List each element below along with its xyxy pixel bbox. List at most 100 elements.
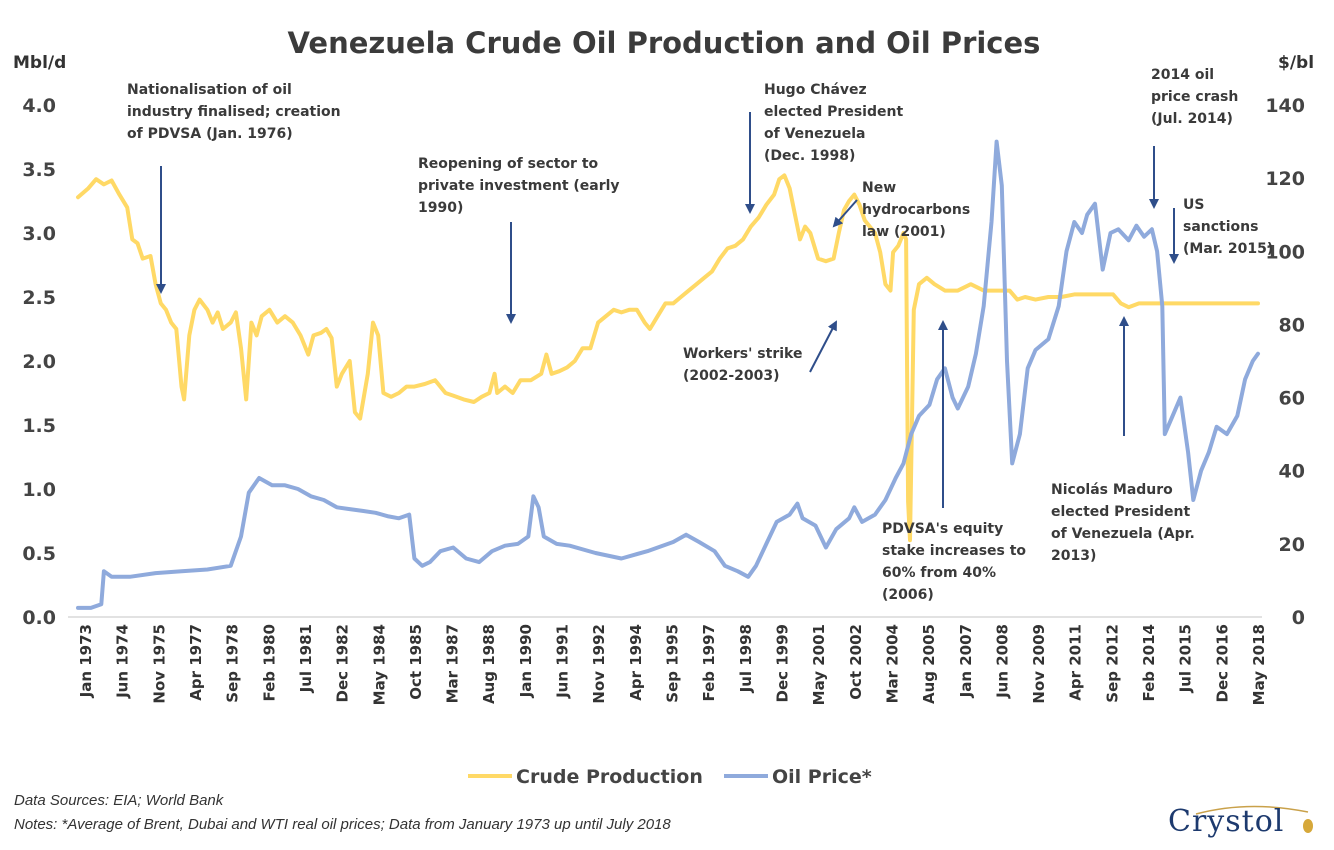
annotation-maduro: Nicolás Maduro elected President of Venezu…: [1051, 482, 1195, 564]
annotation-line: of PDVSA (Jan. 1976): [127, 126, 293, 142]
crude-production-line: [76, 173, 1260, 543]
y-right-tick-label: 120: [1265, 168, 1305, 190]
x-tick-label: Jul 1981: [297, 624, 315, 693]
y-left-tick-label: 2.0: [22, 351, 56, 373]
annotation-line: of Venezuela (Apr.: [1051, 526, 1195, 542]
x-tick-label: Nov 1992: [590, 624, 608, 704]
annotation-line: law (2001): [862, 224, 946, 240]
y-right-tick-label: 80: [1279, 314, 1305, 336]
logo-wordmark: Crystol: [1168, 804, 1285, 839]
legend-label: Oil Price*: [772, 766, 872, 788]
x-tick-label: Apr 2011: [1067, 624, 1085, 701]
annotation-chavez: Hugo Chávez elected President of Venezuela…: [764, 82, 903, 164]
x-tick-label: May 2018: [1250, 624, 1268, 705]
y-left-tick-label: 1.0: [22, 479, 56, 501]
annotation-line: PDVSA's equity: [882, 521, 1003, 537]
y-left-tick-label: 2.5: [22, 287, 56, 309]
y-right-ticks: 0 20 40 60 80 100 120 140: [1265, 95, 1305, 629]
x-tick-label: May 1984: [370, 624, 388, 705]
chart-title: Venezuela Crude Oil Production and Oil P…: [288, 26, 1041, 60]
x-tick-label: Jul 2015: [1177, 624, 1195, 693]
x-axis-ticks: Jan 1973 Jun 1974 Nov 1975 Apr 1977 Sep 1978…: [77, 624, 1268, 705]
annotation-line: US: [1183, 197, 1204, 213]
y-left-unit: Mbl/d: [13, 53, 66, 73]
x-tick-label: Jul 1998: [737, 624, 755, 693]
annotation-line: (2006): [882, 587, 934, 603]
annotation-strike: Workers' strike (2002-2003): [683, 346, 802, 384]
crystol-logo-icon: [1195, 805, 1313, 833]
x-tick-label: Jan 1973: [77, 624, 95, 698]
annotation-line: of Venezuela: [764, 126, 865, 142]
annotation-line: (Dec. 1998): [764, 148, 855, 164]
series-layer: [76, 139, 1260, 610]
annotation-line: 60% from 40%: [882, 565, 996, 581]
annotation-line: Hugo Chávez: [764, 82, 867, 98]
annotation-line: Nicolás Maduro: [1051, 482, 1173, 498]
annotation-arrow: [832, 199, 858, 228]
x-tick-label: Oct 2002: [847, 624, 865, 700]
x-tick-label: Apr 1977: [187, 624, 205, 701]
y-left-tick-label: 0.5: [22, 543, 56, 565]
annotation-line: (Mar. 2015): [1183, 241, 1273, 257]
annotation-line: private investment (early: [418, 178, 620, 194]
annotation-line: 2014 oil: [1151, 67, 1214, 83]
annotation-hydrocarbons: New hydrocarbons law (2001): [862, 180, 970, 240]
y-right-tick-label: 40: [1279, 461, 1305, 483]
y-right-unit: $/bl: [1278, 53, 1314, 73]
annotation-line: (2002-2003): [683, 368, 780, 384]
annotation-line: price crash: [1151, 89, 1238, 105]
y-right-tick-label: 100: [1265, 241, 1305, 263]
annotation-line: New: [862, 180, 896, 196]
annotation-pdvsa_stake: PDVSA's equity stake increases to 60% from…: [882, 521, 1026, 603]
x-tick-label: Oct 1985: [407, 624, 425, 700]
x-tick-label: Aug 2005: [920, 624, 938, 704]
x-tick-label: Mar 1987: [444, 624, 462, 703]
annotation-line: stake increases to: [882, 543, 1026, 559]
x-tick-label: Feb 2014: [1140, 624, 1158, 702]
annotation-line: industry finalised; creation: [127, 104, 341, 120]
y-left-tick-label: 4.0: [22, 95, 56, 117]
y-left-ticks: 0.0 0.5 1.0 1.5 2.0 2.5 3.0 3.5 4.0: [22, 95, 56, 629]
x-tick-label: Sep 2012: [1103, 624, 1121, 703]
y-right-tick-label: 140: [1265, 95, 1305, 117]
annotation-sanctions: US sanctions (Mar. 2015): [1183, 197, 1273, 257]
crystol-logo: Crystol: [1168, 802, 1318, 842]
annotation-line: elected President: [1051, 504, 1190, 520]
annotation-nationalisation: Nationalisation of oil industry finalised…: [127, 82, 341, 142]
x-tick-label: Jan 1990: [517, 624, 535, 698]
x-tick-label: Sep 1995: [664, 624, 682, 703]
x-tick-label: Sep 1978: [224, 624, 242, 703]
x-tick-label: Feb 1997: [700, 624, 718, 702]
annotation-line: 2013): [1051, 548, 1096, 564]
annotation-line: elected President: [764, 104, 903, 120]
annotation-reopening: Reopening of sector to private investment…: [418, 156, 620, 216]
x-tick-label: Nov 2009: [1030, 624, 1048, 704]
y-left-tick-label: 1.5: [22, 415, 56, 437]
x-tick-label: May 2001: [810, 624, 828, 705]
annotation-crash: 2014 oil price crash (Jul. 2014): [1151, 67, 1238, 127]
x-tick-label: Feb 1980: [260, 624, 278, 702]
x-tick-label: Jun 1991: [554, 624, 572, 699]
x-tick-label: Aug 1988: [480, 624, 498, 704]
x-tick-label: Dec 2016: [1213, 624, 1231, 703]
x-tick-label: Nov 1975: [150, 624, 168, 704]
y-left-tick-label: 3.5: [22, 159, 56, 181]
annotation-line: Workers' strike: [683, 346, 802, 362]
legend-label: Crude Production: [516, 766, 703, 788]
annotation-line: 1990): [418, 200, 463, 216]
legend: Crude Production Oil Price*: [468, 766, 872, 788]
y-right-tick-label: 0: [1292, 607, 1305, 629]
annotation-line: hydrocarbons: [862, 202, 970, 218]
annotation-line: Nationalisation of oil: [127, 82, 292, 98]
y-left-tick-label: 0.0: [22, 607, 56, 629]
annotation-line: sanctions: [1183, 219, 1258, 235]
x-tick-label: Jan 2007: [957, 624, 975, 698]
y-left-tick-label: 3.0: [22, 223, 56, 245]
data-sources-note: Data Sources: EIA; World Bank: [14, 792, 224, 809]
x-tick-label: Jun 1974: [114, 624, 132, 699]
x-tick-label: Apr 1994: [627, 624, 645, 701]
y-right-tick-label: 60: [1279, 388, 1305, 410]
x-tick-label: Dec 1982: [334, 624, 352, 703]
x-tick-label: Jun 2008: [993, 624, 1011, 699]
